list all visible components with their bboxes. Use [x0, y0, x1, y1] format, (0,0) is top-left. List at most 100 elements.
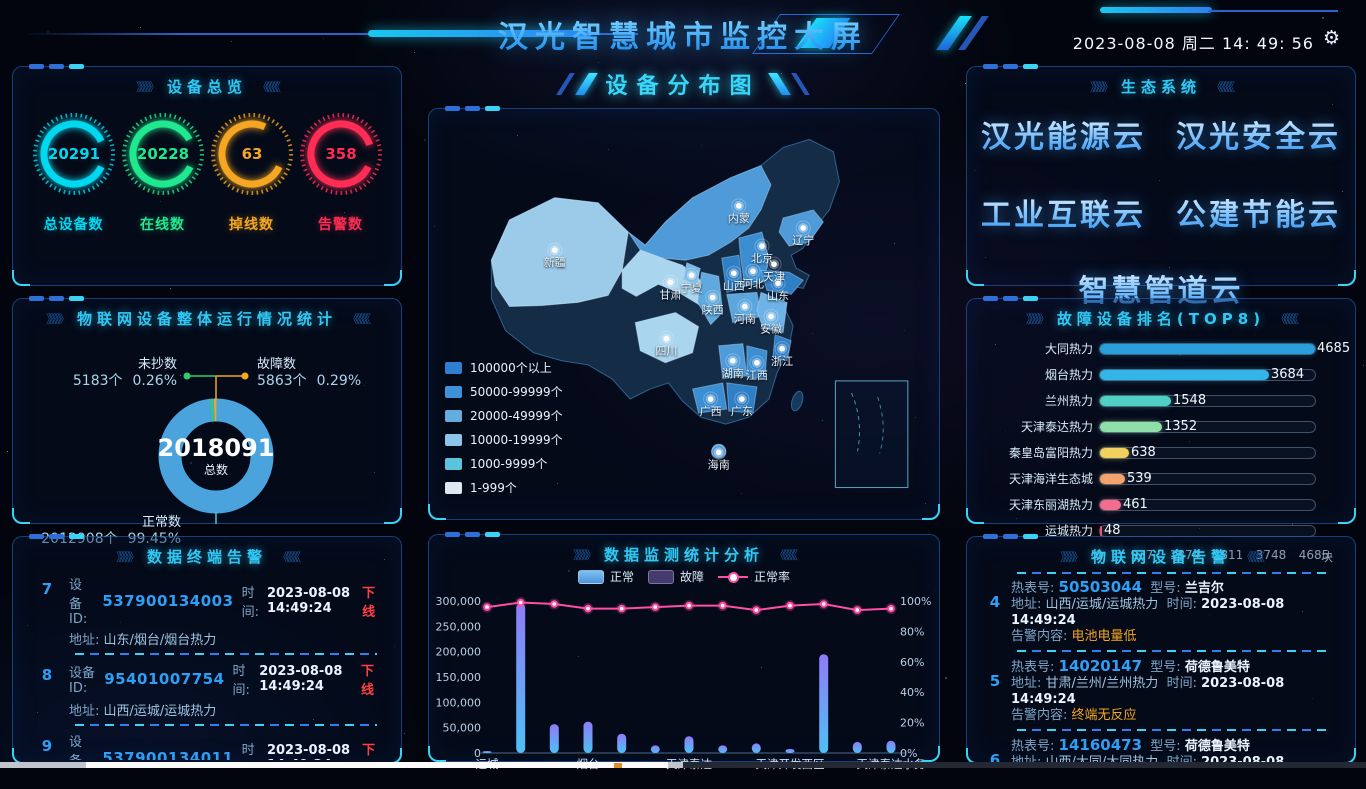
row-separator: [75, 724, 377, 726]
donut-total: 2018091: [158, 434, 275, 462]
star-decor: [701, 145, 702, 146]
eco-link-工业互联云[interactable]: 工业互联云: [981, 190, 1146, 234]
ranking-bar-row: 烟台热力 3684: [967, 366, 1355, 383]
status-badge: 下线: [362, 742, 376, 758]
star-decor: [771, 754, 772, 755]
row-separator: [75, 653, 377, 655]
svg-text:海南: 海南: [708, 457, 730, 471]
iot-alarm-row[interactable]: 6 热表号: 14160473 型号: 荷德鲁美特 地址: 山西/大同/大同热力 时…: [989, 736, 1285, 764]
map-marker-江西[interactable]: 江西: [746, 355, 768, 382]
eco-link-汉光能源云[interactable]: 汉光能源云: [981, 112, 1146, 156]
star-decor: [384, 559, 385, 560]
svg-text:江西: 江西: [746, 369, 768, 382]
monitor-legend: 正常 故障 正常率: [429, 568, 939, 585]
panel-notch: [29, 64, 84, 69]
gear-icon[interactable]: ⚙: [1322, 27, 1340, 49]
svg-text:50,000: 50,000: [443, 722, 482, 735]
eco-link-汉光安全云[interactable]: 汉光安全云: [1176, 112, 1341, 156]
star-decor: [221, 723, 222, 724]
terminal-alarm-row[interactable]: 8 设备ID: 95401007754 时间: 2023-08-08 14:49:24 下…: [25, 658, 391, 726]
svg-text:20%: 20%: [900, 717, 924, 730]
ranking-bar-row: 兰州热力 1548: [967, 392, 1355, 409]
map-marker-海南[interactable]: 海南: [708, 444, 730, 471]
map-marker-浙江[interactable]: 浙江: [771, 341, 793, 368]
star-decor: [822, 420, 823, 421]
svg-text:北京: 北京: [751, 251, 773, 265]
legend-line-icon: [718, 571, 748, 583]
map-marker-天津[interactable]: 天津: [763, 256, 785, 283]
panel-notch: [983, 296, 1038, 301]
map-marker-四川[interactable]: 四川: [655, 331, 677, 358]
map-marker-山西[interactable]: 山西: [723, 265, 745, 292]
star-decor: [170, 288, 171, 289]
star-decor: [47, 31, 49, 33]
svg-text:80%: 80%: [900, 625, 924, 638]
eco-link-公建节能云[interactable]: 公建节能云: [1176, 190, 1341, 234]
legend-swatch-fault: [647, 569, 674, 584]
star-decor: [1179, 354, 1181, 356]
map-marker-新疆[interactable]: 新疆: [544, 242, 566, 269]
donut-chart: 2018091 总数 未抄数 5183个 0.26% 故障数 5863个 0.29%…: [13, 328, 401, 547]
panel-iot-stats: 》》》》》 物联网设备整体运行情况统计 《《《《《 2018091 总数 未抄数: [12, 296, 402, 547]
svg-text:63: 63: [241, 145, 262, 163]
panel-notch: [29, 296, 84, 301]
iot-alarm-row[interactable]: 5 热表号: 14020147 型号: 荷德鲁美特 地址: 甘肃/兰州/兰州热力 时…: [979, 655, 1343, 731]
svg-text:河南: 河南: [734, 313, 756, 326]
panel-iot-alarms: 》》》》》 物联网设备告警 《《《《《 4 热表号: 50503044 型号: 兰…: [966, 534, 1356, 764]
star-decor: [965, 83, 966, 84]
header-accent-right: [1100, 7, 1212, 13]
map-legend-item: 10000-19999个: [445, 431, 563, 448]
panel-notch: [29, 534, 84, 539]
ranking-bar-row: 大同热力 4685: [1044, 340, 1351, 357]
map-marker-湖南[interactable]: 湖南: [722, 353, 744, 380]
star-decor: [751, 580, 752, 581]
svg-text:200,000: 200,000: [436, 646, 482, 659]
terminal-alarm-row[interactable]: 9设备ID:537900134011时间:2023-08-08 14:49:24…: [25, 729, 391, 760]
panel-notch: [445, 106, 500, 111]
terminal-alarm-list: 7 设备ID: 537900134003 时间: 2023-08-08 14:49:24…: [25, 572, 391, 760]
star-decor: [210, 636, 211, 637]
svg-text:浙江: 浙江: [771, 355, 793, 368]
svg-text:100%: 100%: [900, 595, 931, 608]
star-decor: [160, 201, 161, 202]
star-decor: [975, 170, 976, 171]
star-decor: [37, 712, 38, 713]
svg-text:广东: 广东: [731, 405, 753, 418]
map-legend-item: 1000-9999个: [445, 455, 563, 472]
svg-text:四川: 四川: [655, 345, 677, 358]
alarm-content: 电池电量低: [1071, 629, 1137, 644]
datetime-display: 2023-08-08 周二 14: 49: 56: [1072, 34, 1314, 53]
map-marker-河南[interactable]: 河南: [734, 298, 756, 326]
map-marker-宁夏[interactable]: 宁夏: [680, 267, 703, 294]
map-marker-辽宁[interactable]: 辽宁: [792, 220, 814, 247]
terminal-alarm-row[interactable]: 7 设备ID: 537900134003 时间: 2023-08-08 14:49:24…: [25, 572, 391, 655]
svg-text:甘肃: 甘肃: [659, 288, 681, 301]
map-marker-河北[interactable]: 河北: [742, 263, 764, 290]
bottom-window-edge-dark: [683, 762, 1366, 768]
page-title: 汉光智慧城市监控大屏: [0, 12, 1366, 56]
map-marker-安徽[interactable]: 安徽: [760, 308, 782, 336]
star-decor: [812, 333, 813, 334]
panel-notch: [983, 534, 1038, 539]
map-marker-北京[interactable]: 北京: [751, 238, 773, 265]
iot-alarm-row[interactable]: 4 热表号: 50503044 型号: 兰吉尔 地址: 山西/运城/运城热力 时间:…: [979, 576, 1343, 652]
map-marker-陕西[interactable]: 陕西: [702, 289, 724, 317]
panel-title: 设备总览: [166, 77, 247, 96]
row-separator: [1017, 729, 1329, 731]
map-marker-广东[interactable]: 广东: [731, 391, 753, 418]
gauge-总设备数: 20291 总设备数: [30, 110, 118, 234]
map-marker-广西[interactable]: 广西: [700, 391, 722, 418]
map-marker-山东[interactable]: 山东: [767, 275, 789, 302]
map-marker-甘肃[interactable]: 甘肃: [659, 274, 681, 301]
eco-link-智慧管道云[interactable]: 智慧管道云: [1079, 266, 1244, 310]
svg-text:宁夏: 宁夏: [680, 280, 702, 294]
star-decor: [608, 149, 609, 150]
svg-text:湖南: 湖南: [722, 367, 744, 380]
star-decor: [1342, 191, 1343, 192]
slash-decor: [767, 73, 791, 95]
map-marker-内蒙[interactable]: 内蒙: [728, 198, 750, 225]
star-decor: [517, 135, 518, 136]
star-decor: [231, 41, 232, 42]
svg-text:150,000: 150,000: [436, 671, 482, 684]
star-decor: [404, 733, 405, 734]
